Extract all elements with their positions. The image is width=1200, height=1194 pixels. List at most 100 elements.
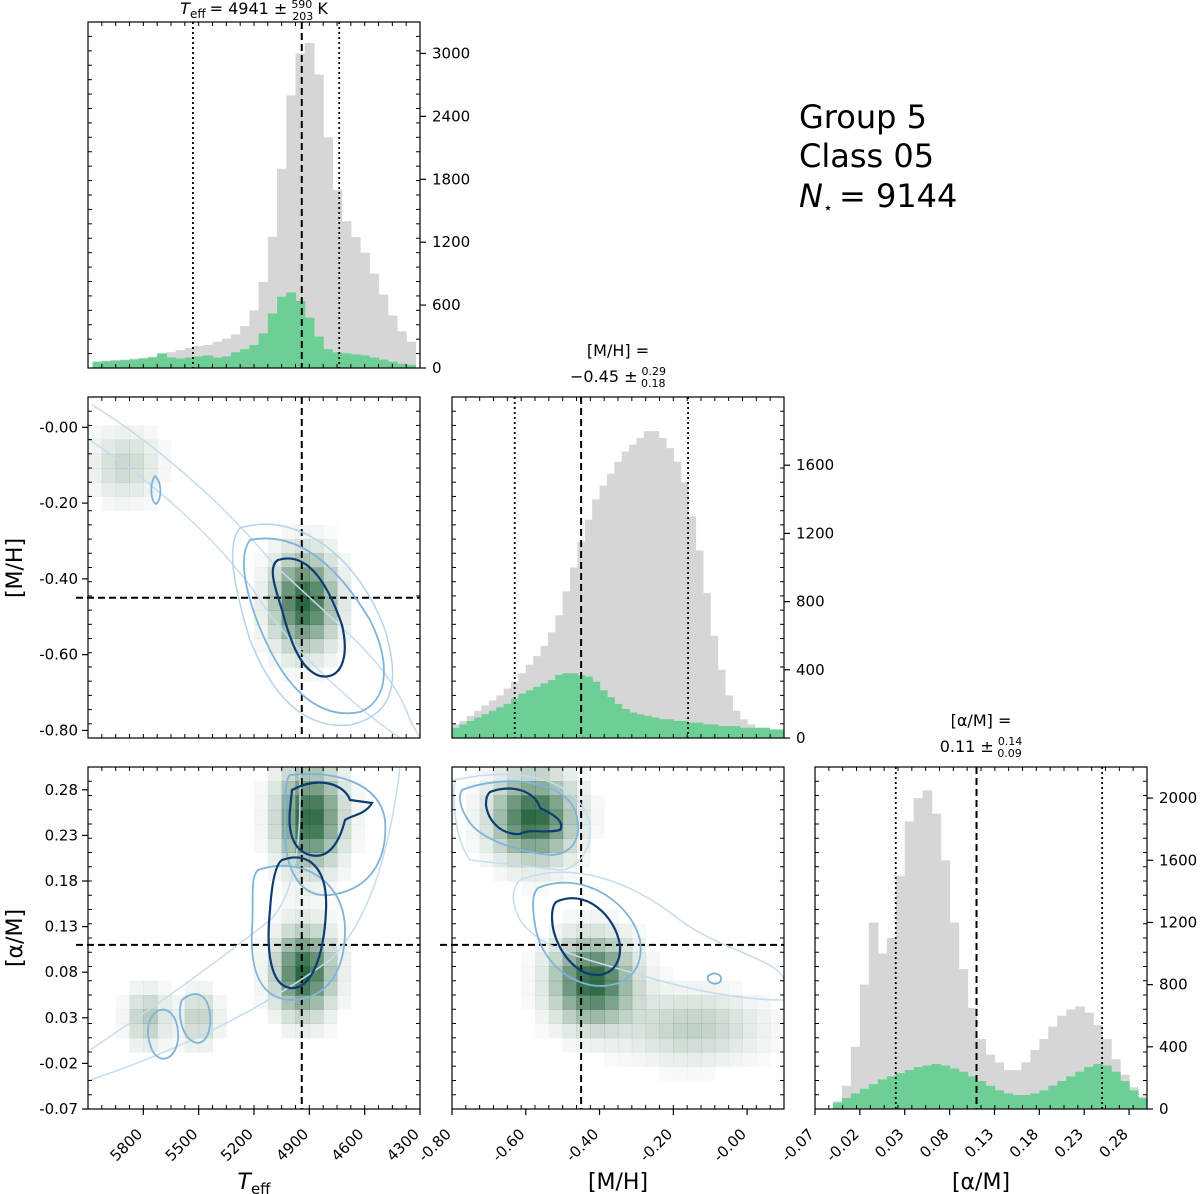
density-cell <box>309 610 324 625</box>
contour-mid <box>179 993 212 1044</box>
teff-axis-symbol: T <box>237 1170 252 1194</box>
all-stars-bar <box>673 461 682 738</box>
density-cell <box>521 852 536 868</box>
n-stars-label: N⋆ = 9144 <box>799 177 957 217</box>
all-stars-bar <box>850 1046 861 1109</box>
density-cell <box>631 980 647 996</box>
density-cell <box>116 995 130 1010</box>
density-cell <box>618 1037 633 1053</box>
class-bar <box>120 360 131 368</box>
density-cell <box>507 809 522 825</box>
class-bar <box>1102 1065 1112 1109</box>
density-cell <box>157 995 172 1010</box>
density-cell <box>548 1009 564 1024</box>
contour-inner <box>288 781 374 857</box>
y-tick-label: 1200 <box>796 524 834 542</box>
density-cell <box>618 980 633 996</box>
density-cell <box>337 966 352 982</box>
density-cell <box>714 1037 730 1053</box>
all-stars-bar <box>841 1085 852 1109</box>
density-cell <box>351 838 365 853</box>
class-bar <box>754 727 763 738</box>
teff-title-unit: K <box>317 0 328 18</box>
density-cell <box>281 966 296 982</box>
y-tick-label: -0.02 <box>39 1054 78 1072</box>
mh-title-plus: 0.29 <box>642 365 667 378</box>
density-cell <box>115 496 130 512</box>
class-bar <box>570 673 579 738</box>
class-bar <box>832 1102 843 1109</box>
density-cell <box>493 795 508 811</box>
class-bar <box>1129 1090 1139 1109</box>
density-cell <box>756 1023 771 1039</box>
all-stars-bar <box>341 221 352 368</box>
density-cell <box>281 952 296 967</box>
density-cell <box>562 1009 577 1024</box>
all-stars-bar <box>994 1062 1005 1109</box>
density-cell <box>267 809 283 825</box>
all-stars-bar <box>313 74 324 368</box>
x-tick-label: -0.00 <box>710 1125 750 1165</box>
density-cell <box>576 909 591 925</box>
density-cell <box>309 795 324 811</box>
density-cell <box>337 595 352 611</box>
class-bar <box>129 359 140 368</box>
density-cell <box>115 1009 130 1024</box>
n-stars-subscript: ⋆ <box>823 198 833 217</box>
density-cell <box>576 824 591 839</box>
class-bar <box>313 336 324 368</box>
density-cell <box>254 795 269 811</box>
all-stars-bar <box>592 499 601 738</box>
contour-mid <box>459 780 580 856</box>
density-cell <box>576 781 591 796</box>
all-stars-bar <box>868 922 879 1109</box>
class-bar <box>985 1085 996 1109</box>
density-cell <box>267 767 283 782</box>
class-bar <box>562 673 571 738</box>
density-cell <box>129 980 144 996</box>
density-cell <box>728 1037 743 1053</box>
all-stars-bar <box>949 922 960 1109</box>
density-cell <box>101 439 117 455</box>
density-cell <box>129 1037 144 1053</box>
density-cell <box>687 1052 702 1067</box>
density-cell <box>535 995 550 1010</box>
density-cell <box>337 781 352 796</box>
density-cell <box>323 1009 338 1024</box>
density-cell <box>129 496 144 512</box>
all-stars-bar <box>599 485 608 738</box>
all-stars-bar <box>1021 1062 1031 1109</box>
all-stars-bar <box>304 42 315 368</box>
density-cell <box>115 453 130 469</box>
density-cell <box>184 980 200 996</box>
class-bar <box>732 726 741 738</box>
mh-vs-am-panel <box>440 767 784 1109</box>
all-stars-bar <box>913 798 924 1109</box>
density-cell <box>323 980 338 996</box>
all-stars-bar <box>680 482 689 738</box>
density-cell <box>728 1052 743 1067</box>
density-cell <box>548 952 564 967</box>
density-cell <box>479 852 494 868</box>
x-tick-label: 5800 <box>106 1125 146 1165</box>
density-cell <box>212 1009 227 1024</box>
class-bar <box>323 349 333 368</box>
density-cell <box>309 624 324 640</box>
density-cell <box>129 482 144 497</box>
density-cell <box>576 923 591 939</box>
density-cell <box>576 1037 591 1053</box>
density-cell <box>350 824 366 839</box>
density-cell <box>701 1023 716 1039</box>
all-stars-bar <box>1066 1009 1076 1109</box>
density-cell <box>281 581 296 597</box>
density-cell <box>143 425 158 441</box>
density-cell <box>254 824 269 839</box>
density-cell <box>129 439 144 455</box>
class-bar <box>240 349 250 368</box>
density-cell <box>323 852 338 868</box>
class-bar <box>769 729 778 738</box>
density-cell <box>323 838 338 853</box>
density-cell <box>645 1023 660 1039</box>
density-cell <box>535 1024 549 1039</box>
